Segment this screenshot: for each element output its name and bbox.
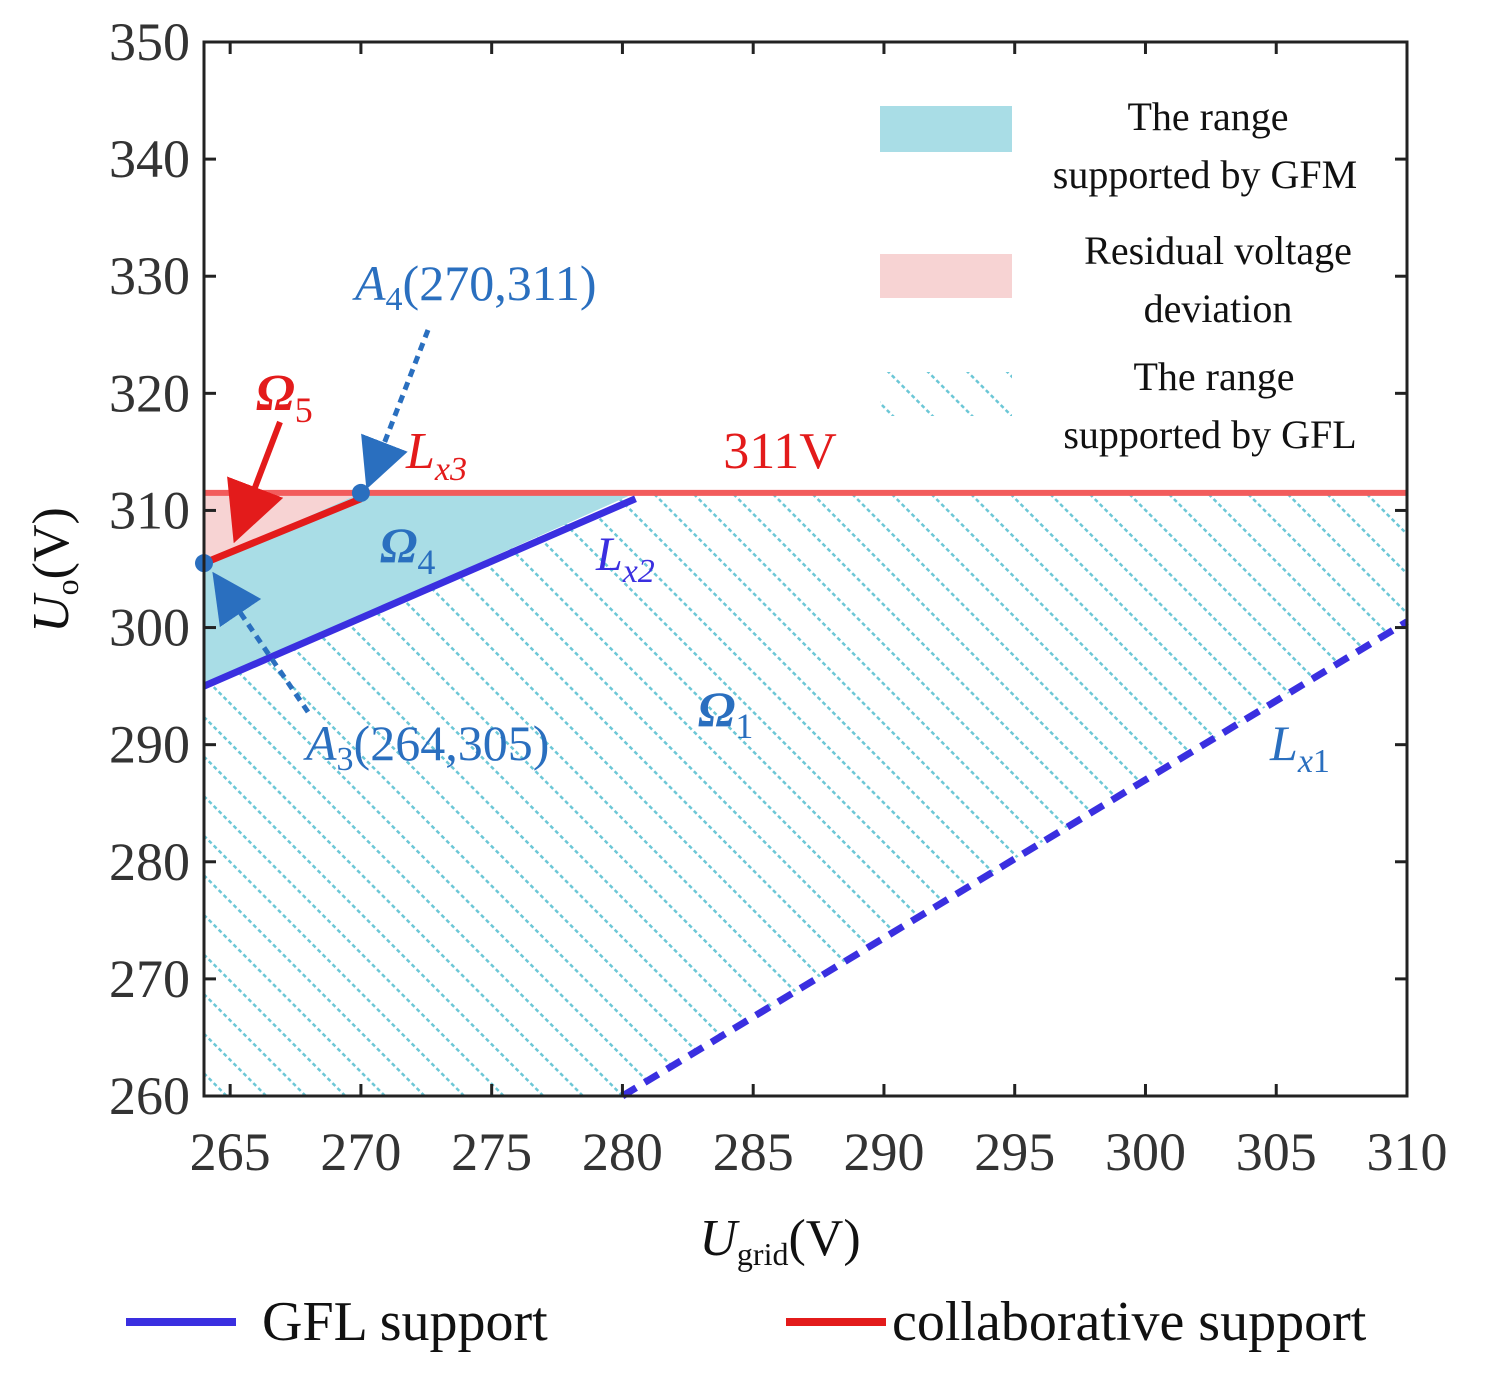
x-tick-label: 275 (451, 1122, 532, 1182)
x-tick-label: 290 (843, 1122, 924, 1182)
x-tick-label: 280 (582, 1122, 663, 1182)
point-a4 (351, 483, 370, 502)
x-tick-label: 300 (1105, 1122, 1186, 1182)
legend-residual-line2: deviation (1144, 286, 1293, 331)
legend-residual-line1: Residual voltage (1084, 228, 1352, 273)
label-311v: 311V (723, 423, 837, 480)
x-tick-label: 295 (974, 1122, 1055, 1182)
series-line-lx2 (202, 495, 637, 690)
legend-gfm-line2: supported by GFM (1053, 152, 1357, 197)
label-lx2: Lx2 (595, 528, 655, 590)
legend-swatch-residual (880, 254, 1012, 298)
y-tick-label: 340 (109, 129, 190, 189)
y-tick-label: 310 (109, 480, 190, 540)
series-line-lx1 (620, 618, 1409, 1099)
y-axis-label: Uo(V) (23, 507, 85, 633)
label-lx1: Lx1 (1269, 715, 1330, 780)
bottom-legend-collab-label: collaborative support (892, 1291, 1367, 1353)
legend-gfl-line2: supported by GFL (1063, 412, 1356, 457)
y-tick-label: 290 (109, 715, 190, 775)
label-point-a3: A3(264,305) (303, 715, 549, 778)
x-tick-label: 265 (190, 1122, 271, 1182)
x-tick-label: 270 (320, 1122, 401, 1182)
region-omega1 (204, 492, 1407, 1096)
label-omega4: Ω4 (380, 517, 435, 582)
legend-swatch-gfm (880, 106, 1012, 152)
arrow-omega5 (227, 420, 284, 544)
arrow-a3 (212, 571, 311, 714)
axis-ticks: 265 270 275 280 285 290 295 300 305 310 260 270 280 2… (109, 12, 1448, 1182)
bottom-legend-gfl-label: GFL support (262, 1291, 548, 1353)
x-tick-label: 310 (1367, 1122, 1448, 1182)
y-tick-label: 350 (109, 12, 190, 72)
y-tick-label: 330 (109, 246, 190, 306)
legend-gfl-line1: The range (1133, 354, 1294, 399)
legend-swatch-gfl (880, 372, 1012, 416)
label-point-a4: A4(270,311) (352, 255, 597, 318)
legend: The range supported by GFM Residual volt… (880, 94, 1357, 457)
y-tick-label: 320 (109, 363, 190, 423)
x-tick-label: 305 (1236, 1122, 1317, 1182)
y-tick-label: 300 (109, 598, 190, 658)
label-lx3: Lx3 (405, 423, 467, 488)
y-tick-label: 280 (109, 832, 190, 892)
legend-gfm-line1: The range (1127, 94, 1288, 139)
label-omega1: Ω1 (698, 681, 753, 746)
x-axis-label: Ugrid(V) (699, 1210, 860, 1272)
label-omega5: Ω5 (256, 365, 313, 430)
y-tick-label: 270 (109, 949, 190, 1009)
y-tick-label: 260 (109, 1066, 190, 1126)
bottom-legend: GFL support collaborative support (126, 1291, 1367, 1353)
x-tick-label: 285 (713, 1122, 794, 1182)
plot-frame (202, 40, 1409, 1098)
